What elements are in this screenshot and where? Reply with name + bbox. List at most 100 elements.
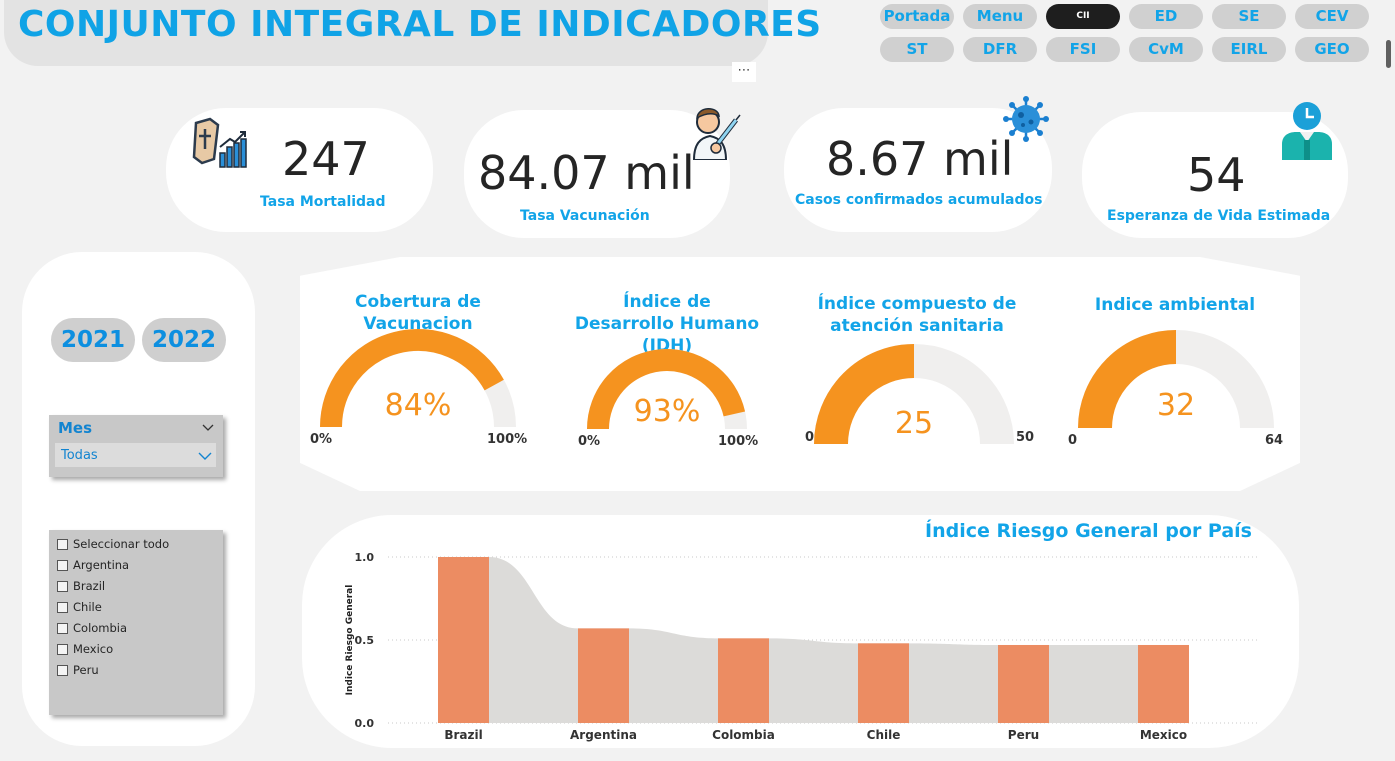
virus-icon — [1003, 96, 1049, 142]
country-option-label: Peru — [73, 663, 99, 677]
month-dropdown-value: Todas — [61, 448, 98, 463]
kpi-mortalidad-value: 247 — [282, 132, 370, 186]
gauge-title: Indice ambiental — [1094, 295, 1256, 315]
page-scrollbar[interactable] — [1381, 0, 1395, 761]
kpi-esperanza-label: Esperanza de Vida Estimada — [1107, 208, 1331, 224]
year-2022-button[interactable]: 2022 — [142, 318, 226, 362]
kpi-casos-label: Casos confirmados acumulados — [795, 192, 1043, 208]
checkbox[interactable] — [57, 664, 68, 676]
title-banner — [4, 0, 768, 66]
country-option-peru[interactable]: Peru — [57, 663, 99, 677]
nav-row-2: ST DFR FSI CvM EIRL GEO — [880, 37, 1369, 62]
nav-ed-button[interactable]: ED — [1129, 4, 1203, 29]
month-slicer: Mes Todas — [49, 415, 223, 477]
bar-mexico[interactable] — [1138, 644, 1189, 723]
kpi-casos-value: 8.67 mil — [826, 132, 1014, 186]
month-slicer-label: Mes — [58, 419, 93, 437]
more-options-button[interactable]: ⋯ — [732, 62, 756, 82]
chart-title: Índice Riesgo General por País — [925, 520, 1252, 542]
gauge-value: 84% — [384, 388, 452, 423]
page-title: CONJUNTO INTEGRAL DE INDICADORES — [18, 4, 822, 45]
gauge-max-label: 50 — [1016, 430, 1035, 445]
vaccinated-person-icon — [686, 100, 742, 161]
x-tick-label: Argentina — [570, 728, 637, 742]
nav-row-1: Portada Menu CII ED SE CEV — [880, 4, 1369, 29]
y-tick-label: 0.0 — [355, 717, 375, 730]
bar-colombia[interactable] — [718, 638, 769, 723]
nav-dfr-button[interactable]: DFR — [963, 37, 1037, 62]
person-clock-icon — [1280, 100, 1334, 160]
country-option-label: Argentina — [73, 558, 130, 572]
bar-peru[interactable] — [998, 644, 1049, 723]
nav-menu-button[interactable]: Menu — [963, 4, 1037, 29]
gauge-max-label: 100% — [487, 432, 528, 447]
gauge-fill-arc — [814, 344, 915, 445]
nav-portada-button[interactable]: Portada — [880, 4, 954, 29]
checkbox[interactable] — [57, 643, 68, 655]
y-tick-label: 1.0 — [355, 551, 375, 564]
x-tick-label: Chile — [867, 728, 901, 742]
kpi-vacunacion-label: Tasa Vacunación — [520, 208, 650, 224]
checkbox[interactable] — [57, 601, 68, 613]
x-tick-label: Mexico — [1140, 728, 1187, 742]
bar-brazil[interactable] — [438, 557, 489, 723]
month-slicer-collapse-icon[interactable] — [201, 419, 215, 433]
y-tick-label: 0.5 — [355, 634, 375, 647]
checkbox[interactable] — [57, 538, 68, 550]
coffin-chart-icon — [190, 117, 248, 173]
nav-fsi-button[interactable]: FSI — [1046, 37, 1120, 62]
kpi-vacunacion-value: 84.07 mil — [478, 146, 695, 200]
gauge-fill-arc — [1078, 330, 1177, 429]
x-tick-label: Colombia — [712, 728, 775, 742]
gauge-fill-arc — [320, 329, 504, 428]
country-option-label: Colombia — [73, 621, 128, 635]
bar-chile[interactable] — [858, 643, 909, 723]
nav-eirl-button[interactable]: EIRL — [1212, 37, 1286, 62]
checkbox[interactable] — [57, 580, 68, 592]
country-option-brazil[interactable]: Brazil — [57, 579, 105, 593]
gauge-title: Índice compuesto de atención sanitaria — [817, 294, 1017, 336]
country-option-mexico[interactable]: Mexico — [57, 642, 113, 656]
gauge-max-label: 100% — [718, 434, 759, 449]
gauge-fill-arc — [587, 349, 746, 430]
country-option-colombia[interactable]: Colombia — [57, 621, 127, 635]
nav-cev-button[interactable]: CEV — [1295, 4, 1369, 29]
gauge-title: Índice de Desarrollo Humano (IDH) — [574, 292, 760, 356]
checkbox[interactable] — [57, 622, 68, 634]
risk-bar-chart: 1.0 0.5 0.0 Indice Riesgo General Brazil Arge… — [345, 551, 1260, 742]
gauge-min-label: 0 — [1068, 433, 1078, 448]
bar-argentina[interactable] — [578, 628, 629, 723]
gauge-min-label: 0% — [310, 432, 333, 447]
month-dropdown[interactable]: Todas — [55, 443, 216, 467]
checkbox[interactable] — [57, 559, 68, 571]
country-slicer: Seleccionar todo Argentina Brazil Chile … — [49, 530, 223, 715]
gauge-value: 93% — [633, 394, 701, 429]
country-option-label: Brazil — [73, 579, 106, 593]
country-option-label: Mexico — [73, 642, 114, 656]
gauge-value: 32 — [1156, 388, 1196, 423]
scrollbar-thumb[interactable] — [1386, 40, 1391, 68]
country-option-label: Seleccionar todo — [73, 537, 170, 551]
gauge-min-label: 0% — [578, 434, 601, 449]
country-option-chile[interactable]: Chile — [57, 600, 102, 614]
kpi-mortalidad-label: Tasa Mortalidad — [260, 194, 386, 210]
x-tick-label: Peru — [1008, 728, 1039, 742]
country-option-argentina[interactable]: Argentina — [57, 558, 129, 572]
gauge-min-label: 0 — [805, 430, 815, 445]
gauge-title: Cobertura de Vacunacion — [355, 292, 481, 334]
nav-st-button[interactable]: ST — [880, 37, 954, 62]
gauge-value: 25 — [894, 406, 934, 441]
kpi-card-casos — [784, 108, 1052, 232]
kpi-card-vacunacion — [464, 110, 730, 238]
nav-cvm-button[interactable]: CvM — [1129, 37, 1203, 62]
nav-geo-button[interactable]: GEO — [1295, 37, 1369, 62]
country-option-select-all[interactable]: Seleccionar todo — [57, 537, 169, 551]
nav-se-button[interactable]: SE — [1212, 4, 1286, 29]
x-tick-label: Brazil — [444, 728, 482, 742]
nav-cii-button[interactable]: CII — [1046, 4, 1120, 29]
year-2021-button[interactable]: 2021 — [51, 318, 135, 362]
country-option-label: Chile — [73, 600, 102, 614]
kpi-esperanza-value: 54 — [1187, 148, 1246, 202]
y-axis-label: Indice Riesgo General — [345, 585, 355, 696]
